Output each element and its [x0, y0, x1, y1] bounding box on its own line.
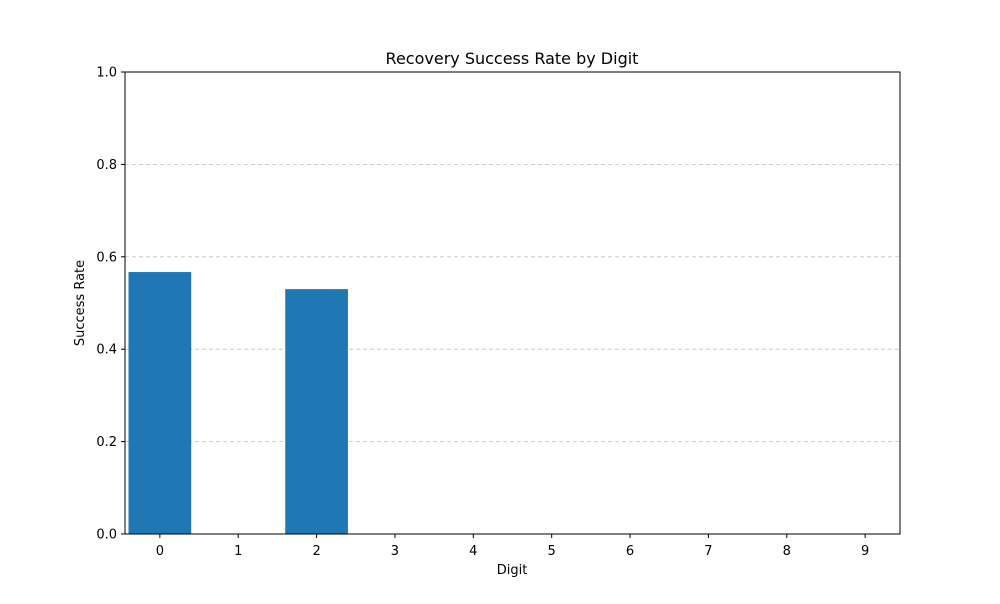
y-axis-ticks: 0.0 0.2 0.4 0.6 0.8 1.0	[96, 66, 125, 543]
x-tick-label: 2	[312, 544, 320, 559]
plot-area-frame	[124, 71, 901, 535]
chart-title: Recovery Success Rate by Digit	[386, 49, 639, 68]
x-tick-label: 3	[391, 544, 399, 559]
x-tick-label: 6	[626, 544, 634, 559]
x-axis-ticks: 0 1 2 3 4 5 6 7 8 9	[156, 534, 869, 559]
x-tick-label: 9	[861, 544, 869, 559]
y-axis-label: Success Rate	[73, 260, 88, 346]
x-tick-label: 7	[704, 544, 712, 559]
bars	[128, 272, 348, 534]
x-tick-label: 8	[783, 544, 791, 559]
gridlines	[125, 163, 900, 443]
x-tick-label: 1	[234, 544, 242, 559]
x-axis-label: Digit	[497, 563, 528, 578]
y-tick-label: 1.0	[96, 66, 117, 81]
x-tick-label: 5	[548, 544, 556, 559]
y-tick-label: 0.0	[96, 528, 117, 543]
y-tick-label: 0.2	[96, 435, 117, 450]
y-tick-label: 0.4	[96, 343, 117, 358]
y-tick-label: 0.6	[96, 250, 117, 265]
bar-digit-2	[285, 289, 348, 534]
y-tick-label: 0.8	[96, 158, 117, 173]
x-tick-label: 0	[156, 544, 164, 559]
x-tick-label: 4	[469, 544, 477, 559]
bar-digit-0	[128, 272, 192, 534]
